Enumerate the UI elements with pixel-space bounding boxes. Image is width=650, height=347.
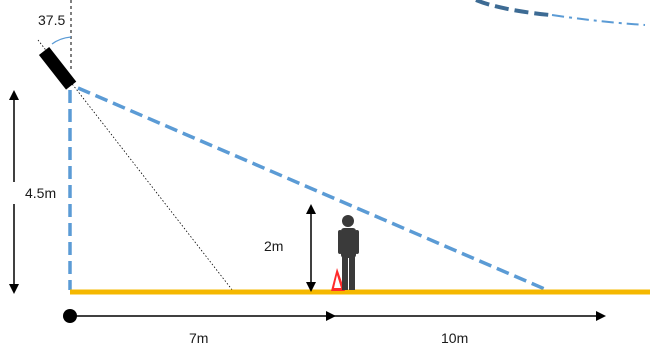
mount-height-label: 4.5m [25, 185, 56, 201]
tilt-angle-arc [51, 36, 72, 45]
far-coverage-line-dashdot [551, 14, 646, 26]
warning-triangle-icon [331, 268, 345, 291]
distance-far-label: 10m [441, 330, 468, 346]
coverage-slant-edge [77, 86, 548, 292]
person-height-label: 2m [264, 238, 283, 254]
far-coverage-line [475, 0, 551, 17]
distance-near-label: 7m [189, 330, 208, 346]
camera-icon [38, 46, 77, 90]
tilt-angle-label: 37.5 [38, 12, 65, 28]
person-icon [338, 215, 359, 290]
mount-height-label-bg [3, 182, 63, 204]
